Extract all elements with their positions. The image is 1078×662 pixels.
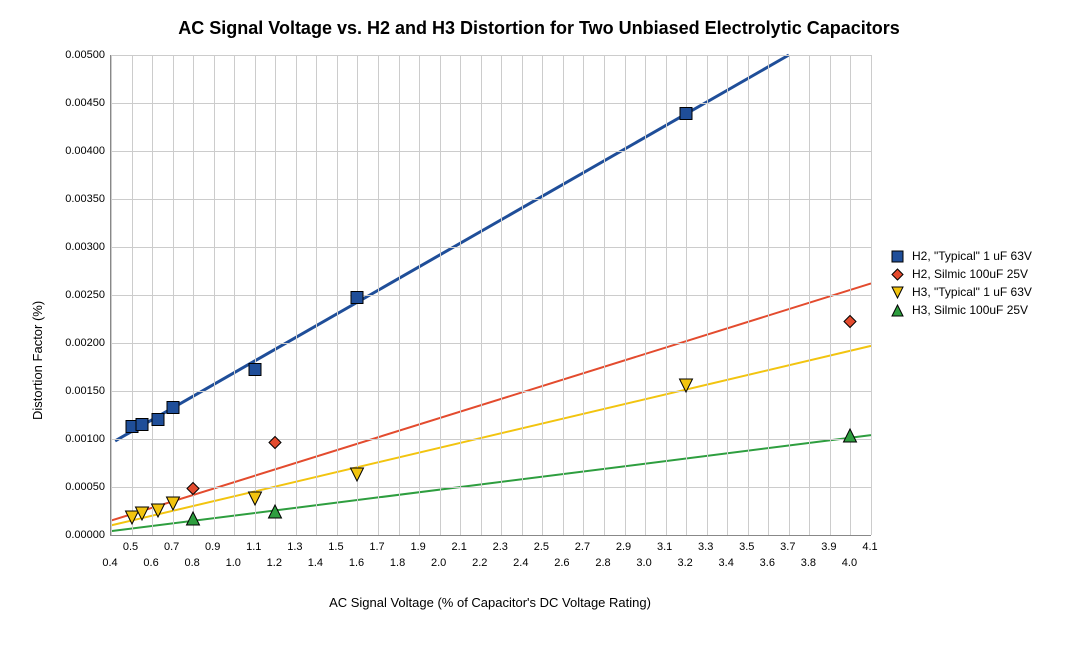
legend-item-h2_typical: H2, "Typical" 1 uF 63V — [890, 249, 1032, 263]
gridline-h — [111, 199, 871, 200]
y-tick-label: 0.00500 — [45, 49, 105, 61]
legend-label: H3, Silmic 100uF 25V — [912, 303, 1028, 317]
legend-label: H2, Silmic 100uF 25V — [912, 267, 1028, 281]
gridline-h — [111, 343, 871, 344]
x-tick-label: 1.6 — [349, 557, 364, 569]
data-point-h3_silmic — [185, 510, 202, 532]
gridline-h — [111, 295, 871, 296]
x-tick-label: 3.9 — [821, 541, 836, 553]
x-tick-label: 1.8 — [390, 557, 405, 569]
data-point-h2_silmic — [185, 480, 201, 501]
x-tick-label: 2.2 — [472, 557, 487, 569]
trendline-h2_silmic — [111, 283, 871, 520]
x-tick-label: 0.5 — [123, 541, 138, 553]
x-tick-label: 2.5 — [534, 541, 549, 553]
data-point-h3_typical — [246, 490, 263, 512]
data-point-h3_silmic — [842, 427, 859, 449]
x-tick-label: 2.0 — [431, 557, 446, 569]
x-tick-label: 1.3 — [287, 541, 302, 553]
legend-swatch-icon — [890, 303, 904, 317]
gridline-h — [111, 151, 871, 152]
y-tick-label: 0.00000 — [45, 529, 105, 541]
legend: H2, "Typical" 1 uF 63V H2, Silmic 100uF 2… — [890, 245, 1032, 321]
y-tick-label: 0.00350 — [45, 193, 105, 205]
legend-item-h2_silmic: H2, Silmic 100uF 25V — [890, 267, 1032, 281]
x-tick-label: 3.4 — [719, 557, 734, 569]
gridline-h — [111, 487, 871, 488]
x-tick-label: 3.0 — [636, 557, 651, 569]
x-tick-label: 1.4 — [308, 557, 323, 569]
x-tick-label: 2.9 — [616, 541, 631, 553]
y-tick-label: 0.00050 — [45, 481, 105, 493]
y-axis-title: Distortion Factor (%) — [30, 301, 45, 420]
gridline-h — [111, 55, 871, 56]
gridline-h — [111, 103, 871, 104]
gridline-h — [111, 247, 871, 248]
data-point-h3_silmic — [267, 503, 284, 525]
gridline-h — [111, 391, 871, 392]
data-point-h2_typical — [349, 289, 365, 310]
chart-title: AC Signal Voltage vs. H2 and H3 Distorti… — [0, 18, 1078, 39]
x-tick-label: 3.5 — [739, 541, 754, 553]
y-tick-label: 0.00200 — [45, 337, 105, 349]
gridline-h — [111, 439, 871, 440]
x-tick-label: 2.6 — [554, 557, 569, 569]
x-tick-label: 0.6 — [143, 557, 158, 569]
x-tick-label: 2.3 — [493, 541, 508, 553]
x-tick-label: 1.1 — [246, 541, 261, 553]
x-tick-label: 4.0 — [842, 557, 857, 569]
x-tick-label: 1.5 — [328, 541, 343, 553]
x-tick-label: 0.8 — [185, 557, 200, 569]
x-tick-label: 1.9 — [410, 541, 425, 553]
y-tick-label: 0.00250 — [45, 289, 105, 301]
x-tick-label: 2.4 — [513, 557, 528, 569]
x-tick-label: 0.7 — [164, 541, 179, 553]
gridline-v — [871, 55, 872, 535]
data-point-h2_typical — [678, 106, 694, 127]
y-tick-label: 0.00400 — [45, 145, 105, 157]
y-tick-label: 0.00150 — [45, 385, 105, 397]
x-tick-label: 0.4 — [102, 557, 117, 569]
x-tick-label: 4.1 — [862, 541, 877, 553]
x-axis-title: AC Signal Voltage (% of Capacitor's DC V… — [110, 595, 870, 610]
x-tick-label: 3.3 — [698, 541, 713, 553]
x-tick-label: 0.9 — [205, 541, 220, 553]
data-point-h3_typical — [678, 377, 695, 399]
legend-item-h3_silmic: H3, Silmic 100uF 25V — [890, 303, 1032, 317]
legend-label: H2, "Typical" 1 uF 63V — [912, 249, 1032, 263]
x-tick-label: 1.2 — [267, 557, 282, 569]
legend-swatch-icon — [890, 267, 904, 281]
x-tick-label: 1.7 — [369, 541, 384, 553]
data-point-h2_typical — [247, 361, 263, 382]
legend-swatch-icon — [890, 249, 904, 263]
data-point-h3_typical — [133, 505, 150, 527]
trendline-h3_typical — [111, 346, 871, 526]
x-tick-label: 1.0 — [226, 557, 241, 569]
x-tick-label: 3.7 — [780, 541, 795, 553]
data-point-h3_typical — [164, 495, 181, 517]
data-point-h2_typical — [134, 416, 150, 437]
data-point-h2_silmic — [267, 434, 283, 455]
x-tick-label: 3.8 — [801, 557, 816, 569]
x-tick-label: 2.8 — [595, 557, 610, 569]
x-tick-label: 3.1 — [657, 541, 672, 553]
legend-label: H3, "Typical" 1 uF 63V — [912, 285, 1032, 299]
data-point-h2_silmic — [842, 313, 858, 334]
trendline-h3_silmic — [111, 435, 871, 531]
y-tick-label: 0.00100 — [45, 433, 105, 445]
data-point-h3_typical — [349, 466, 366, 488]
legend-swatch-icon — [890, 285, 904, 299]
legend-item-h3_typical: H3, "Typical" 1 uF 63V — [890, 285, 1032, 299]
plot-area — [110, 55, 871, 536]
y-tick-label: 0.00450 — [45, 97, 105, 109]
data-point-h2_typical — [165, 400, 181, 421]
x-tick-label: 2.1 — [452, 541, 467, 553]
y-tick-label: 0.00300 — [45, 241, 105, 253]
chart-container: AC Signal Voltage vs. H2 and H3 Distorti… — [0, 0, 1078, 662]
x-tick-label: 3.6 — [760, 557, 775, 569]
x-tick-label: 3.2 — [677, 557, 692, 569]
x-tick-label: 2.7 — [575, 541, 590, 553]
